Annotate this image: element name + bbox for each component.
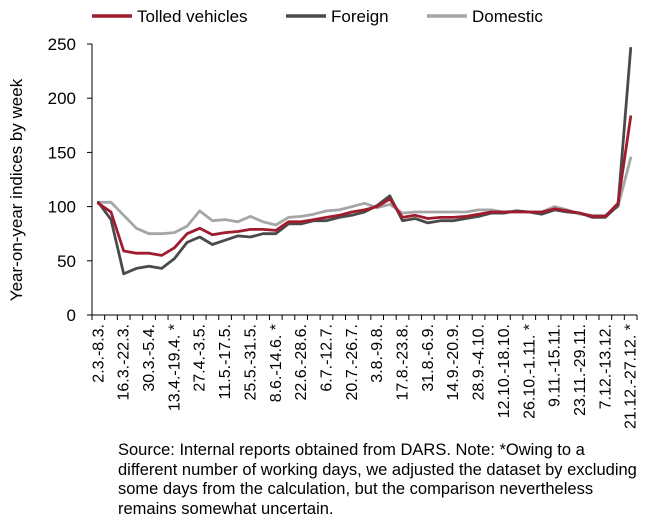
legend-item-foreign: Foreign: [286, 7, 389, 26]
legend: Tolled vehicles Foreign Domestic: [92, 7, 543, 26]
x-tick-label: 26.10.-1.11. *: [521, 324, 538, 419]
y-tick-label: 250: [48, 35, 76, 54]
x-tick-label: 23.11.-29.11.: [572, 324, 589, 416]
x-tick-label: 2.3.-8.3.: [90, 324, 107, 383]
x-tick-label: 6.7.-12.7.: [318, 324, 335, 392]
series-domestic: [96, 156, 633, 236]
x-tick-label: 31.8.-6.9.: [420, 324, 437, 392]
x-tick-label: 22.6.-28.6.: [293, 324, 310, 401]
x-tick-label: 16.3.-22.3.: [116, 324, 133, 401]
x-tick-label: 30.3.-5.4.: [141, 324, 158, 392]
legend-label: Foreign: [331, 7, 389, 26]
y-tick-label: 50: [57, 252, 76, 271]
series-line-domestic: [96, 156, 633, 236]
x-tick-label: 27.4.-3.5.: [192, 324, 209, 392]
x-tick-label: 25.5.-31.5.: [242, 324, 259, 401]
y-tick-label: 200: [48, 89, 76, 108]
y-tick-label: 100: [48, 198, 76, 217]
x-tick-label: 8.6.-14.6. *: [268, 324, 285, 402]
legend-label: Domestic: [472, 7, 543, 26]
x-tick-label: 11.5.-17.5.: [217, 324, 234, 399]
x-tick-label: 13.4.-19.4. *: [166, 324, 183, 411]
legend-label: Tolled vehicles: [137, 7, 248, 26]
y-tick-label: 150: [48, 143, 76, 162]
y-axis-label: Year-on-year indices by week: [7, 78, 26, 301]
x-tick-label: 14.9.-20.9.: [445, 324, 462, 401]
series-line-foreign: [96, 46, 633, 276]
legend-item-domestic: Domestic: [427, 7, 543, 26]
x-tick-label: 20.7.-26.7.: [344, 324, 361, 401]
series-lines: [96, 46, 633, 276]
source-note-text: Source: Internal reports obtained from D…: [118, 441, 637, 518]
source-note: Source: Internal reports obtained from D…: [118, 441, 638, 519]
series-tolled-vehicles: [96, 115, 633, 257]
x-tick-label: 7.12.-13.12.: [597, 324, 614, 409]
x-axis: 2.3.-8.3. 16.3.-22.3. 30.3.-5.4. 13.4.-19.4…: [90, 314, 640, 429]
series-line-tolled-vehicles: [96, 115, 633, 257]
x-tick-label: 21.12.-27.12. *: [623, 324, 640, 429]
y-axis: 0 50 100 150 200 250: [48, 35, 93, 325]
y-tick-label: 0: [67, 306, 76, 325]
series-foreign: [96, 46, 633, 276]
line-chart: Tolled vehicles Foreign Domestic Year-on-y…: [7, 7, 640, 429]
x-tick-label: 9.11.-15.11.: [547, 324, 564, 407]
x-tick-label: 3.8.-9.8.: [369, 324, 386, 383]
legend-item-tolled-vehicles: Tolled vehicles: [92, 7, 248, 26]
x-tick-label: 17.8.-23.8.: [395, 324, 412, 401]
x-tick-label: 12.10.-18.10.: [496, 324, 513, 418]
x-tick-label: 28.9.-4.10.: [471, 324, 488, 401]
